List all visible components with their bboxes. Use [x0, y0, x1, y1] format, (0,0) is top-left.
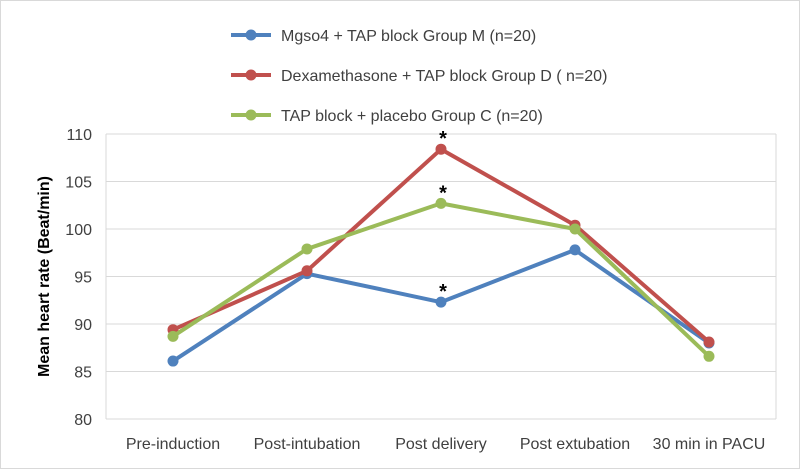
data-point	[301, 265, 313, 277]
x-category-label: Post-intubation	[254, 436, 361, 453]
data-point	[703, 350, 715, 362]
labels: * * *	[439, 128, 447, 303]
data-point	[435, 296, 447, 308]
data-point	[435, 197, 447, 209]
significance-marker: *	[439, 128, 447, 150]
legend-label: Mgso4 + TAP block Group M (n=20)	[281, 28, 536, 45]
data-point	[301, 243, 313, 255]
series-lines	[167, 143, 715, 367]
data-point	[435, 143, 447, 155]
data-point	[167, 355, 179, 367]
y-tick-label: 100	[65, 222, 92, 239]
data-point	[703, 336, 715, 348]
y-tick-label: 90	[74, 317, 92, 334]
y-tick-label: 80	[74, 412, 92, 429]
legend: Mgso4 + TAP block Group M (n=20) Dexameth…	[231, 28, 607, 125]
data-point	[569, 223, 581, 235]
legend-label: Dexamethasone + TAP block Group D ( n=20…	[281, 68, 607, 85]
y-axis-title: Mean heart rate (Beat/min)	[36, 176, 53, 377]
series-line-1	[172, 147, 711, 344]
axes: 80 85 90 95 100 105 110 Pre-induction Post-intub…	[36, 127, 765, 453]
y-tick-label: 95	[74, 270, 92, 287]
y-tick-label: 110	[66, 127, 92, 144]
gridlines	[105, 133, 777, 420]
series-line-2	[171, 201, 711, 358]
y-tick-label: 85	[74, 365, 92, 382]
y-tick-label: 105	[65, 175, 92, 192]
legend-marker	[245, 109, 257, 121]
legend-label: TAP block + placebo Group C (n=20)	[281, 108, 543, 125]
data-point	[569, 244, 581, 256]
legend-marker	[245, 69, 257, 81]
x-category-label: Post extubation	[520, 436, 630, 453]
significance-marker: *	[439, 182, 447, 204]
significance-marker: *	[439, 281, 447, 303]
x-category-label: 30 min in PACU	[653, 436, 766, 453]
legend-marker	[245, 29, 257, 41]
x-category-label: Pre-induction	[126, 436, 220, 453]
x-category-label: Post delivery	[395, 436, 487, 453]
data-point	[167, 330, 179, 342]
